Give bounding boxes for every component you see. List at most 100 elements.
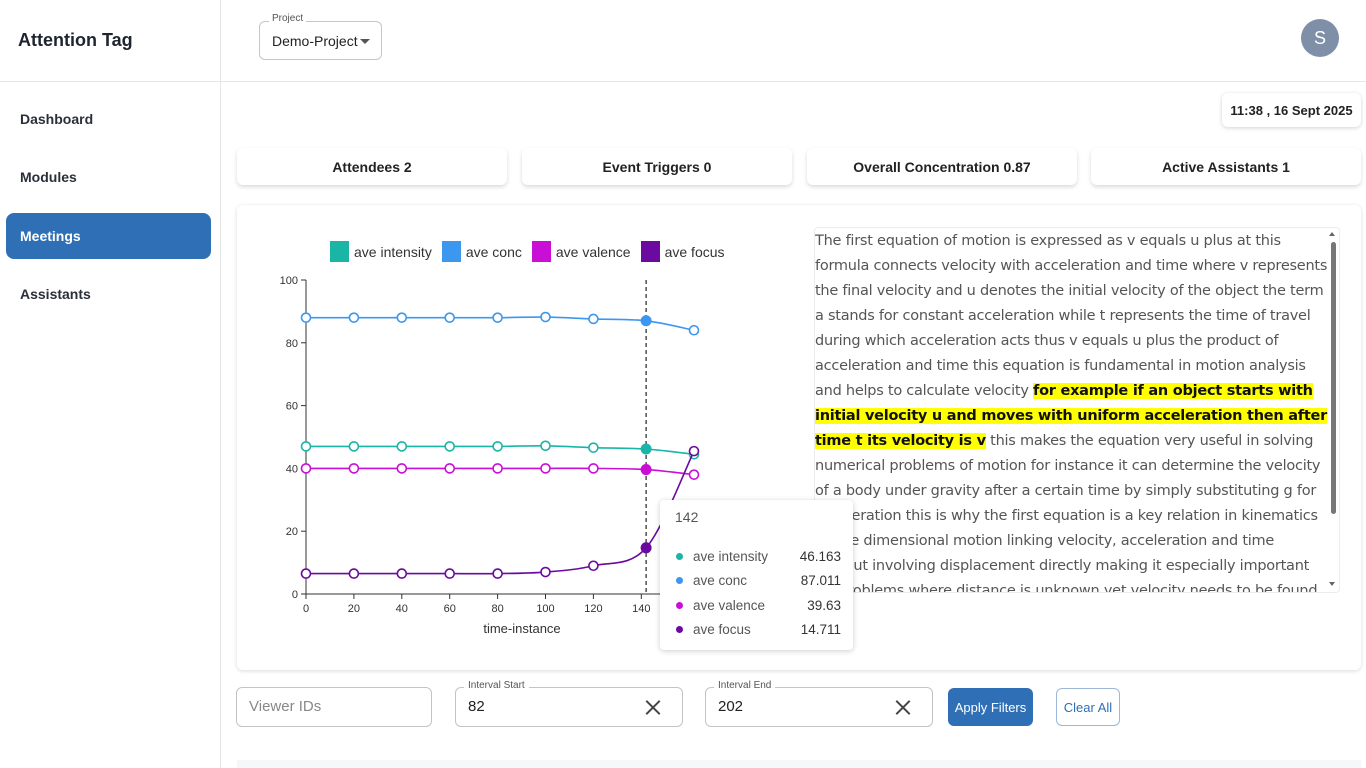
tooltip-row: ave valence 39.63 — [676, 595, 841, 615]
data-point — [444, 441, 456, 452]
y-tick-label: 40 — [286, 463, 298, 475]
viewer-ids-field[interactable] — [236, 687, 432, 727]
data-point — [492, 568, 503, 579]
data-point — [540, 311, 551, 323]
interval-start-label: Interval Start — [464, 680, 529, 691]
scroll-up-icon[interactable] — [1329, 232, 1335, 236]
legend-label: ave focus — [664, 243, 725, 260]
data-point — [348, 568, 360, 579]
legend-item-conc[interactable]: ave conc — [441, 241, 522, 262]
x-tick-label: 20 — [348, 603, 360, 615]
x-tick-label: 0 — [303, 603, 309, 615]
tooltip-name: ave focus — [693, 621, 751, 637]
data-point-active — [640, 464, 652, 476]
y-tick-label: 0 — [292, 589, 298, 601]
scrollbar-thumb[interactable] — [1331, 242, 1336, 514]
y-tick-label: 20 — [286, 526, 298, 538]
stat-attendees: Attendees 2 — [237, 148, 507, 185]
data-point — [396, 568, 408, 579]
transcript-panel[interactable]: The first equation of motion is expresse… — [814, 227, 1340, 593]
data-point — [396, 441, 408, 452]
data-point — [540, 440, 551, 452]
data-point — [540, 566, 551, 578]
data-point — [300, 568, 312, 579]
legend-item-valence[interactable]: ave valence — [531, 241, 631, 262]
data-point — [492, 463, 503, 474]
legend-item-focus[interactable]: ave focus — [640, 241, 725, 262]
data-point — [444, 463, 456, 474]
data-point-active — [640, 315, 652, 327]
data-point — [688, 469, 700, 480]
tooltip-value: 39.63 — [807, 597, 841, 613]
legend-swatch — [441, 241, 461, 262]
legend-label: ave conc — [465, 243, 522, 260]
app-title: Attention Tag — [0, 0, 220, 82]
data-point — [588, 560, 599, 572]
legend-swatch — [330, 241, 349, 262]
y-tick-label: 80 — [286, 338, 298, 350]
header: Project Demo-Project S — [221, 0, 1366, 82]
data-point — [444, 568, 456, 579]
clear-icon[interactable] — [894, 698, 912, 716]
scroll-down-icon[interactable] — [1329, 582, 1335, 586]
data-point — [348, 312, 360, 323]
x-tick-label: 140 — [632, 603, 650, 615]
data-point-active — [640, 542, 652, 554]
tooltip-name: ave valence — [693, 597, 766, 613]
tooltip-row: ave conc 87.011 — [676, 570, 841, 590]
legend-label: ave intensity — [354, 243, 432, 260]
stat-overall-concentration: Overall Concentration 0.87 — [807, 148, 1077, 185]
y-tick-label: 60 — [286, 401, 298, 413]
x-tick-label: 100 — [536, 603, 554, 615]
sidebar-item-assistants[interactable]: Assistants — [20, 286, 91, 302]
sidebar-item-modules[interactable]: Modules — [20, 169, 77, 185]
interval-start-field[interactable]: Interval Start — [455, 680, 683, 727]
tooltip-value: 14.711 — [800, 621, 841, 637]
x-tick-label: 40 — [396, 603, 408, 615]
data-point — [396, 463, 408, 474]
x-tick-label: 120 — [584, 603, 602, 615]
data-point — [688, 445, 700, 457]
data-point — [348, 463, 360, 474]
chart-tooltip: 142 ave intensity 46.163 ave conc 87.011… — [660, 500, 853, 650]
sidebar-item-dashboard[interactable]: Dashboard — [20, 111, 94, 127]
interval-start-input[interactable] — [468, 698, 618, 715]
interval-end-label: Interval End — [714, 680, 776, 691]
data-point-active — [640, 443, 652, 455]
line-chart[interactable]: 020406080100020406080100120140160time-in… — [270, 265, 710, 645]
datetime-display: 11:38 , 16 Sept 2025 — [1222, 93, 1361, 127]
x-tick-label: 60 — [444, 603, 456, 615]
x-axis-label: time-instance — [483, 621, 560, 636]
stat-active-assistants: Active Assistants 1 — [1091, 148, 1361, 185]
next-section-edge — [237, 760, 1361, 768]
stat-event-triggers: Event Triggers 0 — [522, 148, 792, 185]
tooltip-dot — [676, 601, 683, 609]
project-select[interactable]: Project Demo-Project — [259, 13, 382, 60]
x-tick-label: 80 — [491, 603, 503, 615]
clear-icon[interactable] — [644, 698, 662, 716]
data-point — [300, 463, 312, 474]
apply-filters-button[interactable]: Apply Filters — [948, 688, 1033, 726]
data-point — [300, 312, 312, 323]
data-point — [492, 312, 503, 323]
tooltip-row: ave intensity 46.163 — [676, 546, 841, 566]
transcript-before: The first equation of motion is expresse… — [815, 233, 1328, 399]
data-point — [396, 312, 408, 323]
interval-end-input[interactable] — [718, 698, 868, 715]
sidebar-item-meetings[interactable]: Meetings — [6, 213, 211, 259]
chart-legend: ave intensity ave conc ave valence ave f… — [330, 241, 735, 262]
interval-end-field[interactable]: Interval End — [705, 680, 933, 727]
tooltip-dot — [676, 576, 683, 584]
clear-all-button[interactable]: Clear All — [1056, 688, 1120, 726]
tooltip-name: ave intensity — [693, 548, 769, 564]
legend-item-intensity[interactable]: ave intensity — [330, 241, 432, 262]
caret-down-icon — [360, 39, 370, 44]
legend-swatch — [531, 241, 551, 262]
viewer-ids-input[interactable] — [249, 698, 399, 715]
sidebar: Attention Tag Dashboard Modules Meetings… — [0, 0, 221, 768]
transcript-after: this makes the equation very useful in s… — [815, 433, 1321, 593]
avatar[interactable]: S — [1301, 19, 1339, 57]
tooltip-value: 46.163 — [799, 548, 841, 564]
project-select-label: Project — [269, 13, 307, 24]
data-point — [492, 441, 503, 452]
